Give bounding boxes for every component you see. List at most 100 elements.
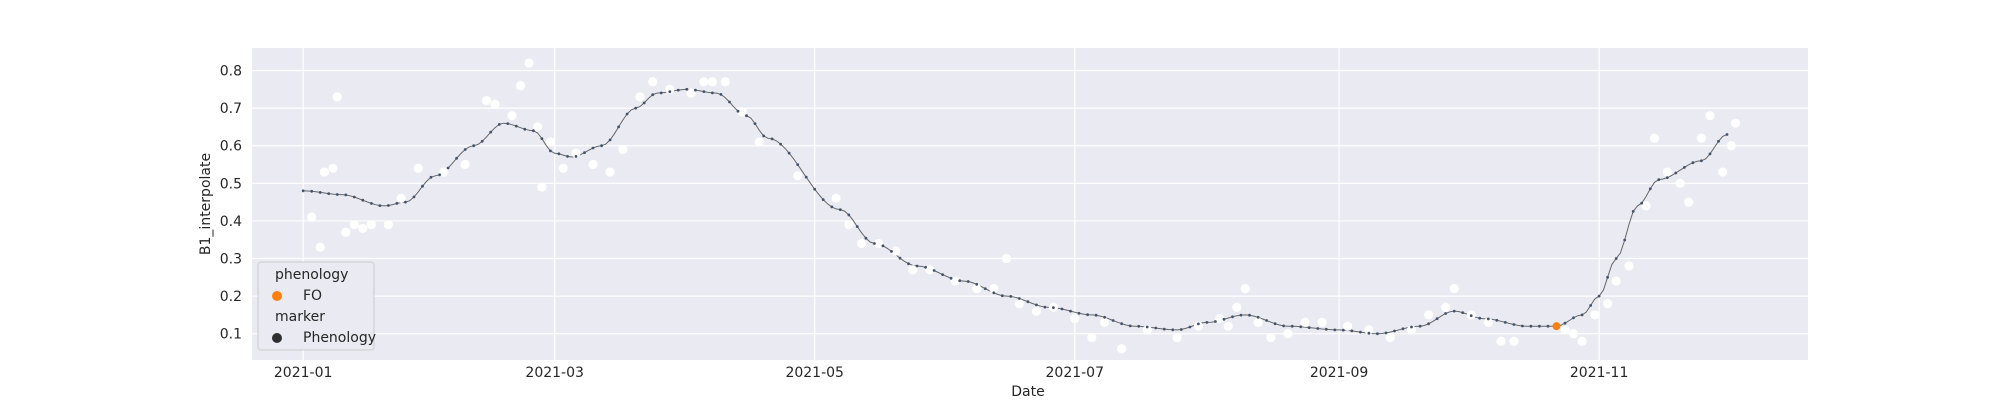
raw-point — [1449, 283, 1459, 294]
curve-point — [523, 127, 527, 131]
raw-point — [366, 220, 376, 230]
raw-point — [754, 137, 764, 147]
raw-point — [1014, 299, 1024, 309]
raw-point — [1117, 344, 1127, 354]
curve-point — [1273, 322, 1277, 326]
legend-fo-label: FO — [303, 288, 322, 304]
raw-point — [1590, 310, 1600, 320]
curve-point — [1427, 322, 1430, 326]
curve-point — [549, 149, 552, 153]
curve-point — [583, 151, 586, 155]
curve-point — [1120, 322, 1124, 326]
curve-point — [591, 146, 595, 150]
curve-point — [1486, 317, 1490, 321]
curve-point — [1350, 329, 1354, 333]
curve-point — [310, 189, 314, 193]
curve-point — [497, 123, 501, 126]
curve-point — [1683, 166, 1686, 169]
curve-point — [1052, 306, 1055, 309]
curve-point — [1538, 324, 1541, 328]
curve-point — [915, 264, 919, 268]
raw-point — [571, 148, 581, 158]
curve-point — [762, 134, 765, 138]
raw-point — [1223, 321, 1233, 331]
raw-point — [1283, 329, 1293, 339]
raw-point — [545, 137, 556, 147]
curve-point — [1657, 178, 1661, 182]
raw-point — [1300, 317, 1310, 328]
curve-point — [847, 213, 851, 217]
raw-point — [605, 167, 615, 177]
curve-point — [1316, 327, 1320, 330]
curve-point — [1341, 328, 1345, 332]
raw-point — [332, 92, 342, 102]
raw-point — [618, 144, 628, 155]
curve-point — [1256, 315, 1260, 319]
raw-point — [1342, 321, 1353, 331]
curve-point — [1691, 161, 1695, 165]
curve-point — [1717, 139, 1720, 143]
curve-point — [1410, 325, 1413, 329]
raw-point — [1070, 314, 1080, 324]
raw-data-points — [307, 58, 1741, 354]
raw-point — [1385, 332, 1395, 343]
legend-phenology-label: Phenology — [303, 330, 376, 346]
raw-point — [524, 58, 534, 68]
x-tick-label: 2021-09 — [1310, 365, 1369, 381]
curve-point — [634, 106, 638, 110]
curve-point — [438, 173, 441, 177]
curve-point — [335, 193, 339, 196]
curve-point — [489, 130, 493, 134]
curve-point — [1580, 313, 1584, 317]
curve-point — [1205, 321, 1209, 324]
x-axis-ticks: 2021-01 2021-03 2021-05 2021-07 2021-09 2021-… — [274, 365, 1628, 381]
curve-point — [1128, 324, 1132, 328]
curve-point — [753, 122, 757, 125]
curve-point — [659, 91, 663, 95]
curve-point — [557, 152, 561, 156]
raw-point — [686, 88, 696, 98]
raw-point — [1718, 167, 1728, 177]
legend: phenology FO marker Phenology — [257, 261, 376, 351]
curve-point — [1154, 326, 1158, 330]
raw-point — [874, 238, 884, 249]
curve-point — [1282, 324, 1285, 328]
raw-point — [490, 99, 500, 109]
curve-point — [1214, 320, 1217, 323]
curve-point — [838, 208, 842, 212]
curve-point — [1461, 311, 1465, 314]
curve-point — [881, 244, 885, 248]
curve-point — [1631, 210, 1635, 213]
legend-phenology-title: phenology — [275, 267, 348, 283]
legend-phenology-marker — [272, 333, 282, 343]
raw-point — [950, 276, 960, 286]
curve-point — [1179, 328, 1183, 331]
curve-point — [1043, 305, 1047, 309]
raw-point — [972, 283, 982, 294]
curve-point — [412, 195, 416, 199]
curve-point — [429, 175, 433, 179]
raw-point — [1624, 261, 1634, 271]
curve-point — [387, 204, 390, 207]
curve-point — [890, 250, 893, 253]
curve-point — [1700, 159, 1703, 163]
raw-point — [1705, 111, 1715, 121]
raw-point — [1215, 314, 1225, 324]
curve-point — [574, 155, 578, 158]
curve-point — [480, 139, 484, 143]
curve-point — [1333, 328, 1337, 332]
legend-fo-marker — [272, 291, 282, 301]
raw-point — [413, 163, 423, 173]
raw-point — [396, 193, 406, 203]
curve-point — [318, 191, 322, 194]
raw-point — [319, 167, 330, 177]
y-tick-label: 0.4 — [220, 214, 242, 230]
curve-point — [1384, 331, 1388, 335]
raw-point — [1031, 306, 1041, 316]
raw-point — [1675, 178, 1685, 188]
curve-point — [1239, 313, 1243, 317]
curve-point — [1640, 201, 1644, 205]
curve-point — [1069, 309, 1072, 313]
curve-point — [1000, 294, 1004, 298]
raw-point — [1509, 336, 1519, 346]
